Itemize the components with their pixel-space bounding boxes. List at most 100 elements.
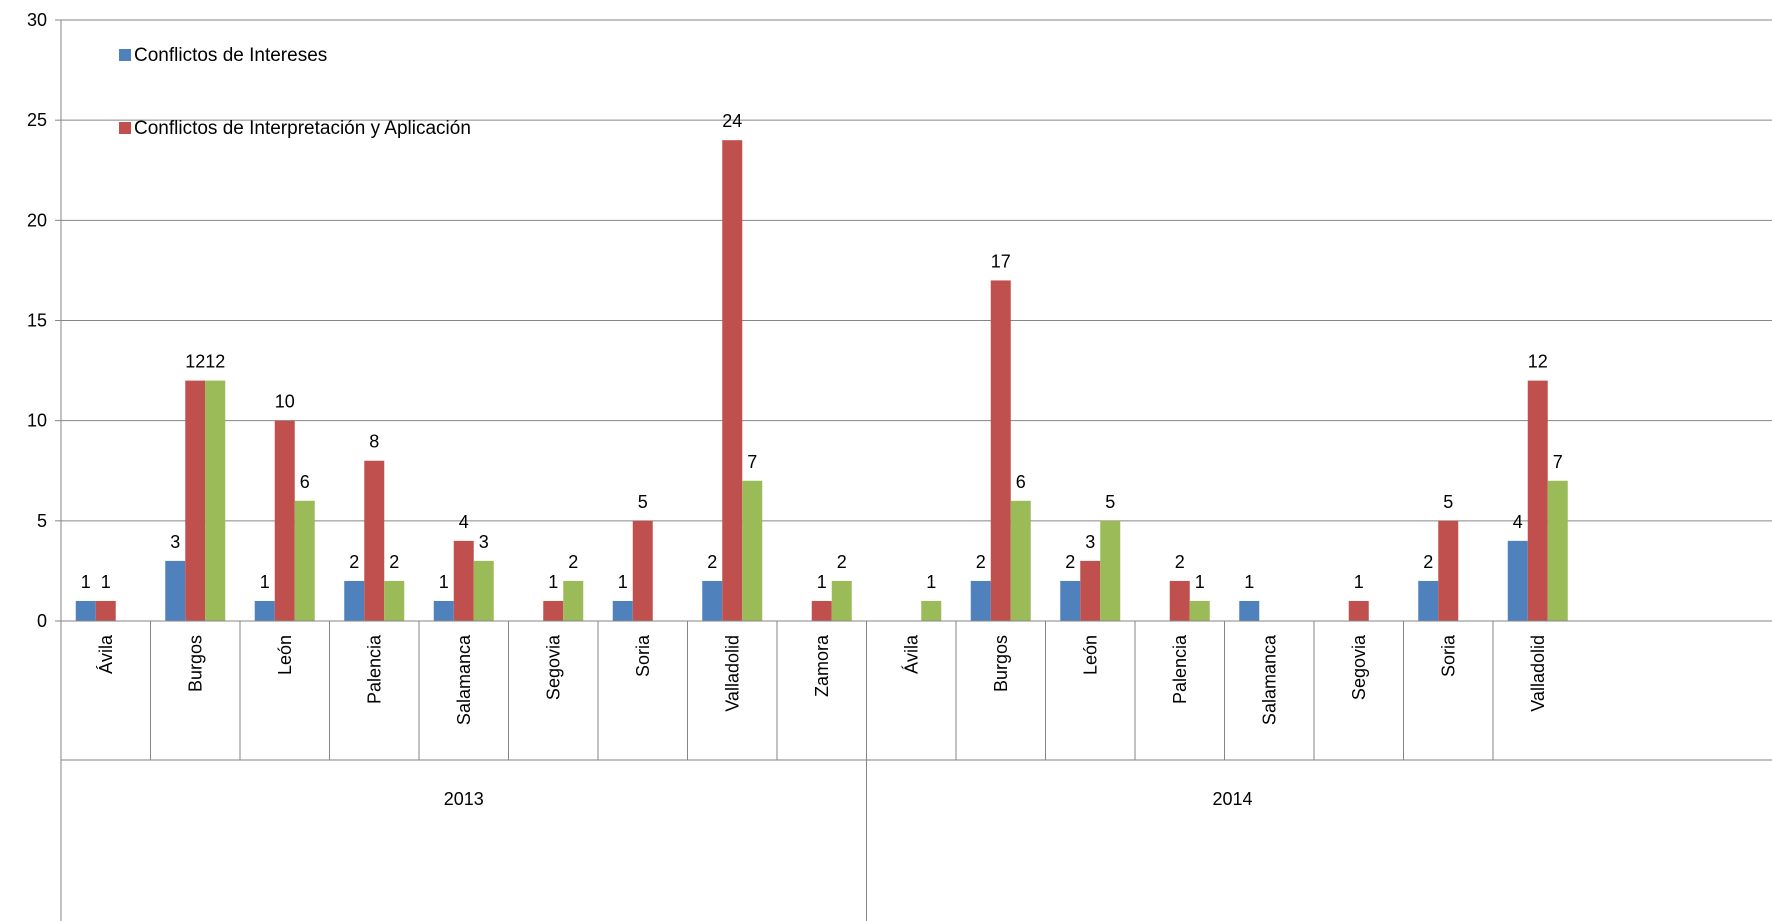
data-label: 4: [1513, 512, 1523, 532]
data-label: 1: [101, 572, 111, 592]
data-label: 2: [837, 552, 847, 572]
category-label: Burgos: [185, 635, 205, 692]
data-label: 1: [1354, 572, 1364, 592]
gridlines: [61, 19, 1772, 522]
data-label: 4: [459, 512, 469, 532]
data-label: 2: [976, 552, 986, 572]
bar: [1547, 480, 1568, 621]
bar: [722, 140, 743, 621]
data-label: 2: [349, 552, 359, 572]
category-label: Palencia: [364, 634, 384, 704]
bar: [831, 580, 852, 621]
data-label: 12: [185, 352, 205, 372]
y-tick-label: 0: [37, 611, 47, 631]
y-tick-label: 30: [27, 10, 47, 30]
bar: [1060, 580, 1081, 621]
bar: [1527, 380, 1548, 621]
data-label: 2: [1065, 552, 1075, 572]
data-label: 5: [1105, 492, 1115, 512]
category-label: Salamanca: [1259, 634, 1279, 725]
bar: [1418, 580, 1439, 621]
group-label: 2013: [444, 789, 484, 809]
data-label: 1: [817, 572, 827, 592]
category-label: Salamanca: [454, 634, 474, 725]
bar: [95, 600, 116, 621]
category-label: Valladolid: [722, 635, 742, 712]
bar: [1239, 600, 1260, 621]
bar: [612, 600, 633, 621]
bar: [453, 540, 474, 621]
bar: [742, 480, 763, 621]
bar: [632, 520, 653, 621]
data-label: 3: [170, 532, 180, 552]
category-label: Zamora: [812, 634, 832, 697]
bar: [364, 460, 385, 621]
bar: [970, 580, 991, 621]
legend-label: Conflictos de Interpretación y Aplicació…: [134, 118, 471, 139]
data-label: 3: [479, 532, 489, 552]
data-label: 12: [205, 352, 225, 372]
bar: [811, 600, 832, 621]
legend-swatch: [119, 122, 131, 134]
bar: [1100, 520, 1121, 621]
bar: [165, 560, 186, 621]
data-label: 2: [389, 552, 399, 572]
bar: [384, 580, 405, 621]
legend: Conflictos de Intereses Conflictos de Int…: [119, 45, 471, 139]
data-label: 7: [747, 452, 757, 472]
bar: [990, 280, 1011, 621]
data-label: 3: [1085, 532, 1095, 552]
bar: [702, 580, 723, 621]
bar: [473, 560, 494, 621]
data-label: 1: [1195, 572, 1205, 592]
category-label: Soria: [1438, 634, 1458, 677]
data-label: 1: [926, 572, 936, 592]
bar: [205, 380, 226, 621]
data-label: 2: [568, 552, 578, 572]
category-label: Valladolid: [1528, 635, 1548, 712]
bar: [1080, 560, 1101, 621]
data-label: 2: [707, 552, 717, 572]
category-label: Segovia: [543, 634, 563, 700]
data-label: 5: [1443, 492, 1453, 512]
bar: [274, 420, 295, 621]
category-label: Soria: [633, 634, 653, 677]
data-label: 8: [369, 432, 379, 452]
data-label: 10: [275, 392, 295, 412]
bar: [1348, 600, 1369, 621]
bar: [1169, 580, 1190, 621]
category-label: Palencia: [1170, 634, 1190, 704]
data-label: 2: [1175, 552, 1185, 572]
category-label: León: [1080, 635, 1100, 675]
group-label: 2014: [1212, 789, 1252, 809]
category-label: Segovia: [1349, 634, 1369, 700]
bar: [543, 600, 564, 621]
bar: [254, 600, 275, 621]
y-tick-label: 20: [27, 210, 47, 230]
y-tick-label: 10: [27, 411, 47, 431]
bars: [75, 140, 1568, 621]
bar: [75, 600, 96, 621]
bar: [433, 600, 454, 621]
data-label: 6: [1016, 472, 1026, 492]
category-label: León: [275, 635, 295, 675]
category-label: Ávila: [96, 634, 116, 674]
data-label: 1: [548, 572, 558, 592]
x-axis: Ávila Burgos León Palencia Salamanca Segovia S…: [61, 620, 1772, 921]
data-label: 12: [1528, 352, 1548, 372]
data-label: 6: [300, 472, 310, 492]
legend-swatch: [119, 49, 131, 61]
bar: [1507, 540, 1528, 621]
bar: [921, 600, 942, 621]
data-label: 7: [1553, 452, 1563, 472]
bar: [294, 500, 315, 621]
bar: [1189, 600, 1210, 621]
data-label: 24: [722, 111, 742, 131]
y-axis: 0 5 10 15 20 25 30: [27, 10, 62, 921]
data-label: 2: [1423, 552, 1433, 572]
category-label: Burgos: [991, 635, 1011, 692]
bar: [344, 580, 365, 621]
legend-label: Conflictos de Intereses: [134, 45, 327, 66]
bar: [185, 380, 206, 621]
